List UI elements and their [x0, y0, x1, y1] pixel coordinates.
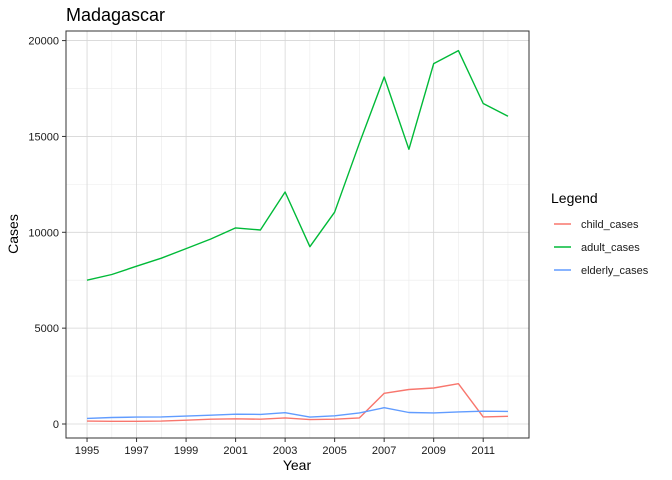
legend-label-child_cases: child_cases — [581, 219, 639, 231]
x-axis-ticks: 1995 1997 1999 2001 2003 2005 2007 2009 2011 — [75, 438, 495, 457]
major-gridlines — [66, 31, 529, 438]
series-line-elderly_cases — [86, 407, 509, 420]
x-tick-label: 2005 — [322, 445, 346, 457]
x-tick-label: 2003 — [273, 445, 297, 457]
x-axis-title: Year — [283, 457, 312, 473]
legend-label-adult_cases: adult_cases — [581, 242, 640, 254]
y-tick-label: 10000 — [28, 227, 59, 239]
x-tick-label: 1995 — [75, 445, 99, 457]
series-lines — [86, 49, 509, 422]
series-line-child_cases — [86, 383, 509, 422]
y-axis-ticks: 0 5000 10000 15000 20000 — [28, 36, 66, 431]
legend: Legend child_cases adult_cases elderly_cas… — [551, 190, 649, 277]
plot-border — [65, 30, 530, 439]
x-tick-label: 2007 — [372, 445, 396, 457]
legend-title: Legend — [551, 190, 598, 206]
series-line-adult_cases — [86, 49, 509, 281]
x-tick-label: 1997 — [124, 445, 148, 457]
y-tick-label: 5000 — [35, 323, 59, 335]
minor-gridlines — [66, 31, 529, 438]
x-tick-label: 2009 — [421, 445, 445, 457]
y-tick-label: 20000 — [28, 36, 59, 48]
x-tick-label: 2001 — [223, 445, 247, 457]
x-tick-label: 1999 — [174, 445, 198, 457]
y-axis-title: Cases — [5, 214, 21, 254]
x-tick-label: 2011 — [471, 445, 495, 457]
plot-panel — [66, 31, 529, 438]
y-tick-label: 15000 — [28, 131, 59, 143]
legend-label-elderly_cases: elderly_cases — [581, 265, 649, 277]
y-tick-label: 0 — [53, 419, 59, 431]
chart-title: Madagascar — [66, 5, 165, 25]
